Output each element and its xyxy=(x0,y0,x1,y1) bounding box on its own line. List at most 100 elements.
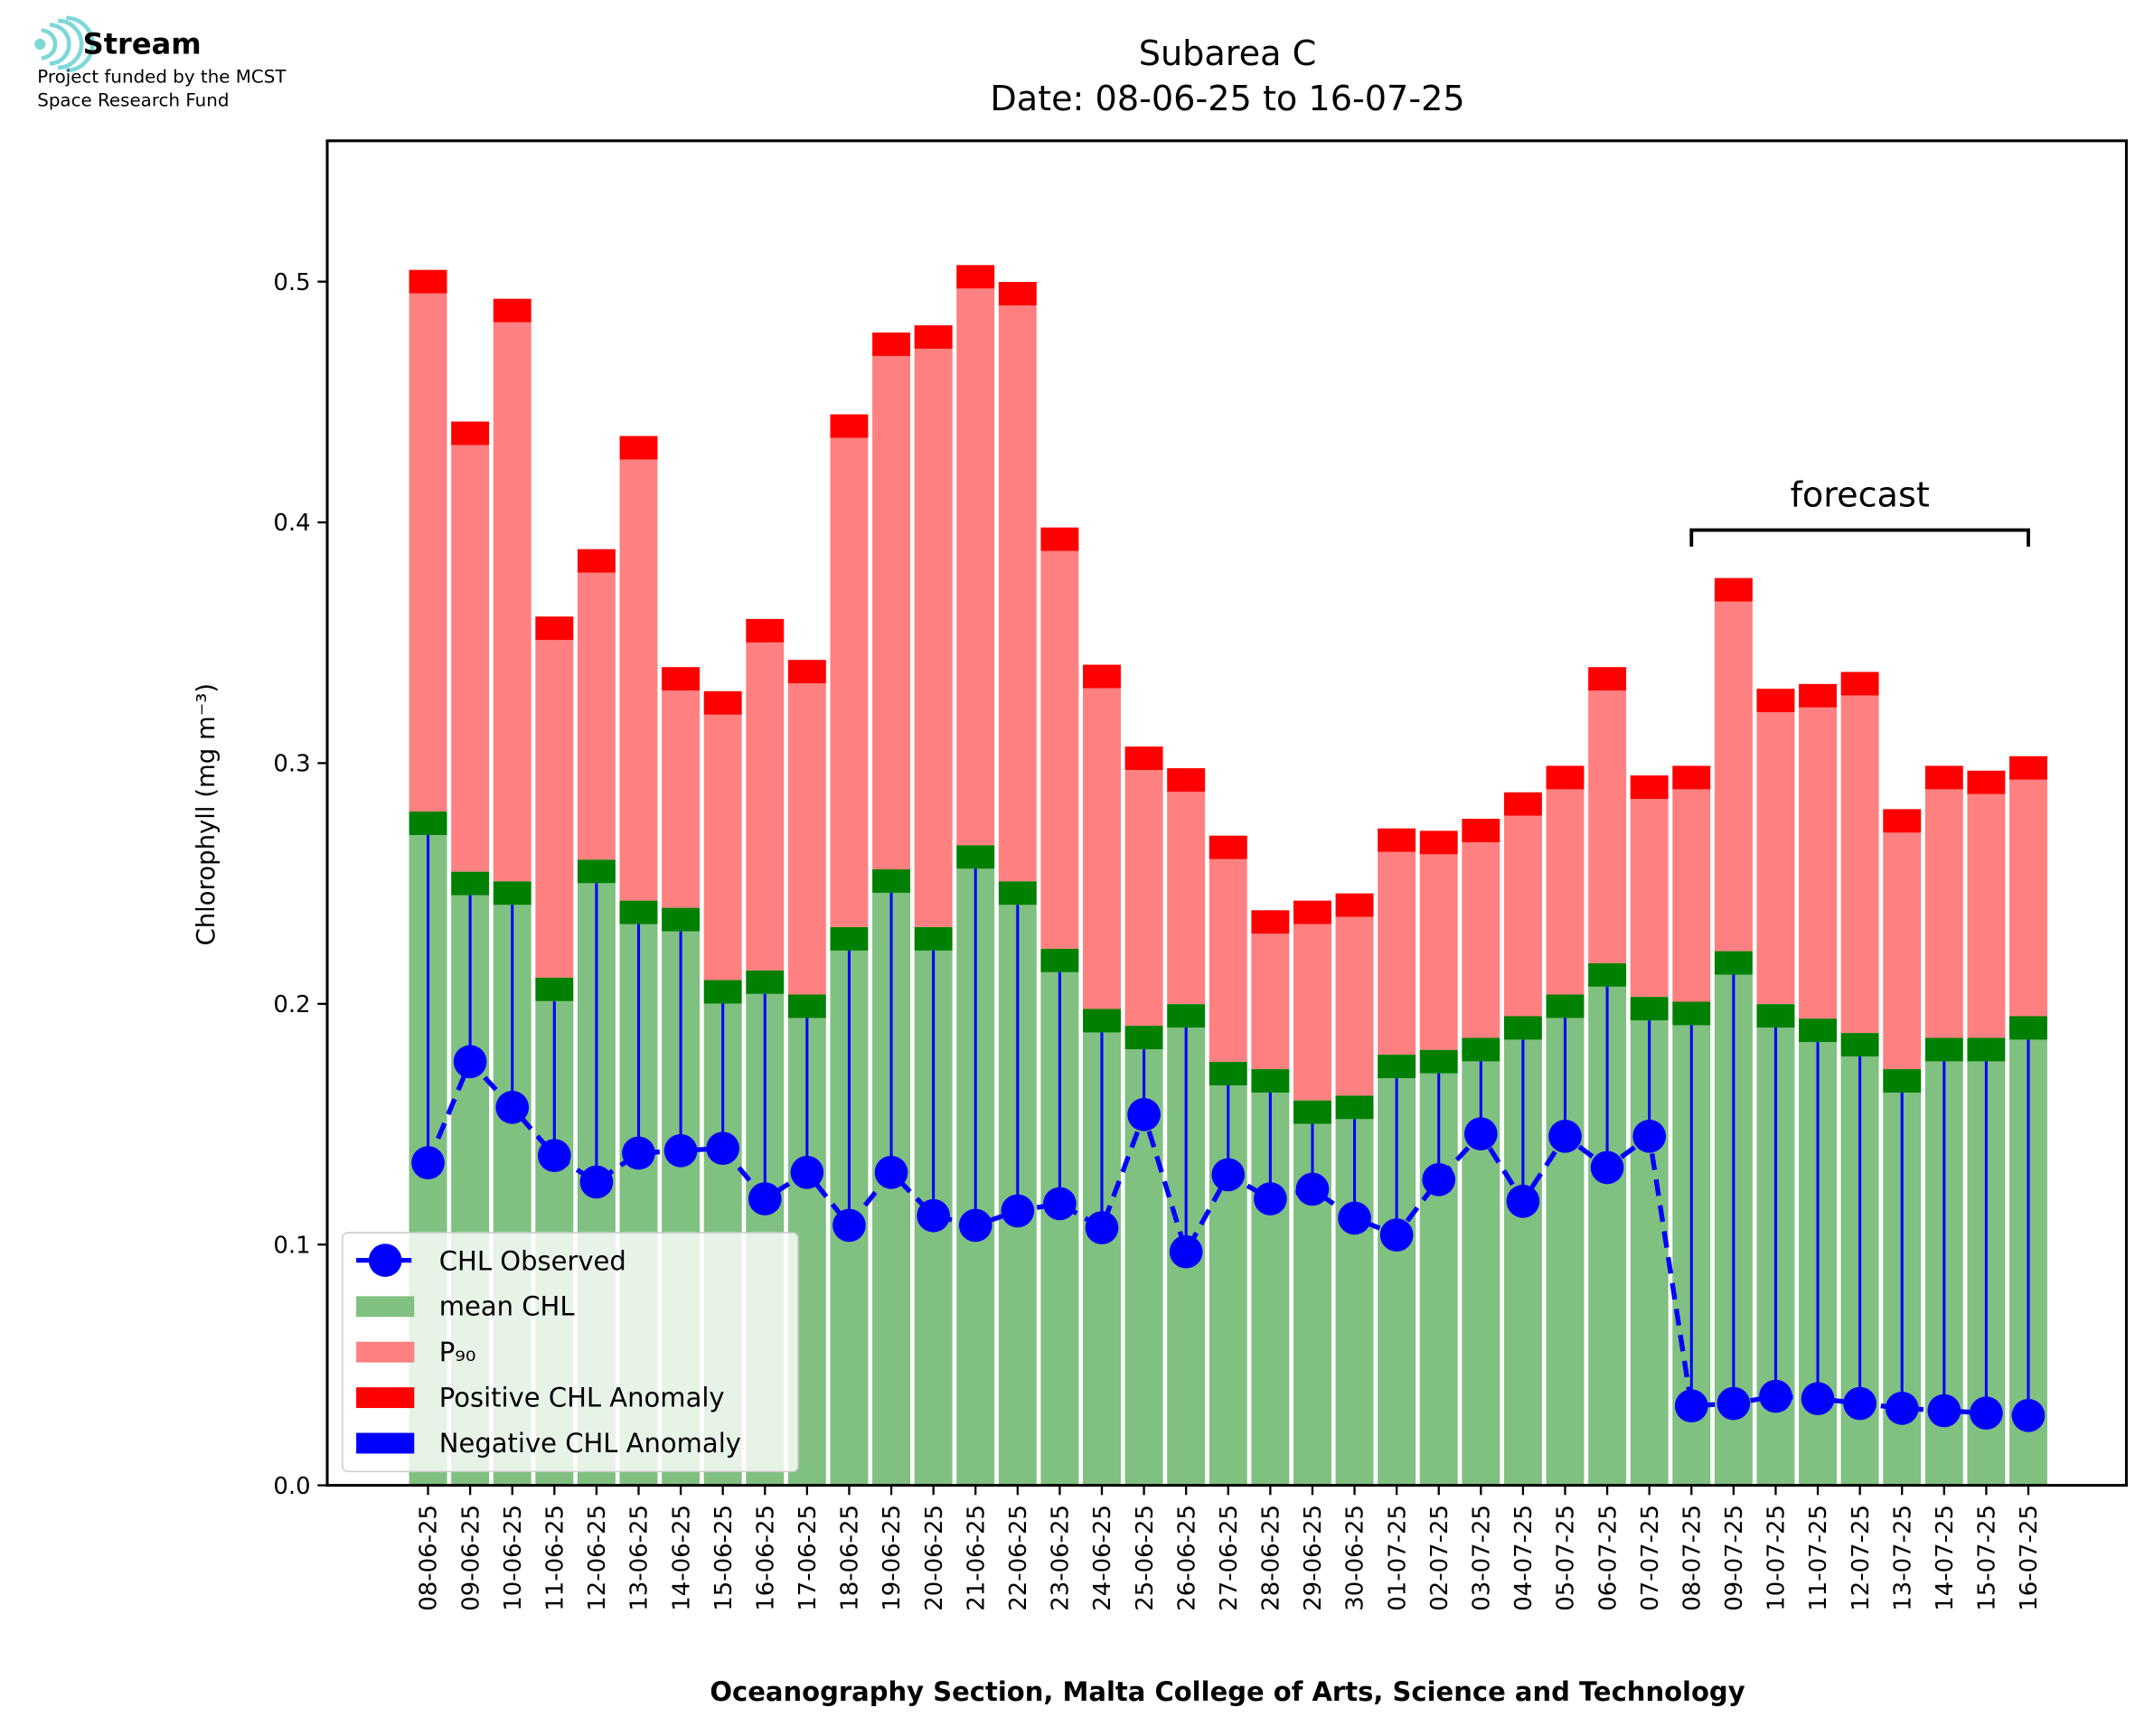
p90-band xyxy=(1503,792,1542,816)
legend-patch xyxy=(356,1296,415,1318)
mean-band xyxy=(535,977,574,1001)
observed-point xyxy=(1885,1392,1919,1425)
x-tick-label: 15-06-25 xyxy=(710,1505,738,1611)
p90-band xyxy=(1251,910,1290,934)
y-tick-label: 0.5 xyxy=(273,269,310,296)
p90-bar xyxy=(1546,789,1585,995)
observed-point xyxy=(1717,1386,1751,1421)
logo-name: Stream xyxy=(83,27,202,61)
mean-band xyxy=(703,980,742,1004)
mean-band xyxy=(787,994,826,1018)
p90-band xyxy=(2009,755,2047,780)
p90-band xyxy=(1462,819,1500,843)
p90-bar xyxy=(1799,707,1838,1019)
mean-band xyxy=(1335,1095,1374,1120)
p90-band xyxy=(1378,828,1416,852)
mean-band xyxy=(998,881,1037,906)
logo-line: Project funded by the MCST xyxy=(37,67,287,88)
mean-band xyxy=(1167,1004,1206,1028)
observed-point xyxy=(1927,1393,1961,1428)
legend-label: Positive CHL Anomaly xyxy=(439,1383,725,1413)
observed-point xyxy=(1506,1184,1540,1218)
p90-band xyxy=(1546,765,1585,790)
mean-band xyxy=(1293,1100,1331,1124)
p90-band xyxy=(1293,900,1331,924)
x-tick-label: 11-06-25 xyxy=(541,1505,569,1611)
x-tick-label: 05-07-25 xyxy=(1553,1505,1580,1611)
p90-bar xyxy=(662,690,701,908)
mean-band xyxy=(1883,1069,1922,1093)
observed-point xyxy=(832,1208,866,1243)
mean-band xyxy=(493,881,531,906)
p90-bar xyxy=(1419,854,1458,1050)
observed-point xyxy=(1295,1172,1330,1206)
p90-band xyxy=(1083,664,1121,689)
chart-title: Subarea C xyxy=(1139,34,1317,74)
observed-point xyxy=(1001,1194,1035,1228)
x-tick-label: 24-06-25 xyxy=(1089,1505,1116,1611)
x-tick-label: 25-06-25 xyxy=(1132,1505,1159,1611)
p90-bar xyxy=(577,572,616,860)
p90-bar xyxy=(956,288,995,846)
p90-band xyxy=(1419,830,1458,855)
mean-band xyxy=(830,926,869,951)
p90-band xyxy=(409,269,447,294)
legend-patch xyxy=(356,1432,415,1454)
mean-band xyxy=(1588,962,1627,987)
mean-band xyxy=(1672,1001,1711,1026)
x-tick-label: 21-06-25 xyxy=(963,1505,990,1611)
p90-band xyxy=(1799,683,1838,708)
mean-band xyxy=(451,871,490,896)
mean-band xyxy=(1040,948,1079,972)
x-axis-label: Oceanography Section, Malta College of A… xyxy=(710,1676,1745,1707)
x-tick-label: 17-06-25 xyxy=(795,1505,822,1611)
p90-bar xyxy=(1462,842,1500,1038)
mean-band xyxy=(1630,997,1669,1021)
mean-band xyxy=(1209,1062,1247,1086)
x-tick-label: 16-06-25 xyxy=(752,1505,779,1611)
x-tick-label: 20-06-25 xyxy=(921,1505,948,1611)
p90-band xyxy=(451,421,490,446)
y-tick-label: 0.0 xyxy=(273,1473,310,1500)
p90-band xyxy=(1714,577,1753,602)
p90-band xyxy=(998,281,1037,305)
p90-bar xyxy=(1756,712,1795,1005)
p90-bar xyxy=(451,445,490,872)
p90-band xyxy=(830,414,869,438)
legend-label: CHL Observed xyxy=(439,1245,626,1276)
legend-label: mean CHL xyxy=(439,1291,576,1322)
mean-band xyxy=(1124,1026,1163,1050)
y-tick-label: 0.4 xyxy=(273,510,310,537)
mean-band xyxy=(1967,1037,2006,1062)
x-tick-label: 14-06-25 xyxy=(668,1505,695,1611)
observed-point xyxy=(1254,1182,1287,1215)
observed-point xyxy=(917,1198,950,1233)
x-tick-label: 15-07-25 xyxy=(1974,1505,2001,1611)
p90-bar xyxy=(493,322,531,882)
p90-band xyxy=(493,298,531,323)
p90-band xyxy=(872,332,911,356)
observed-point xyxy=(1548,1120,1582,1153)
observed-point xyxy=(2011,1399,2046,1432)
mean-band xyxy=(1378,1055,1416,1079)
p90-bar xyxy=(1124,770,1163,1027)
mean-band xyxy=(577,859,616,884)
x-tick-label: 29-06-25 xyxy=(1300,1505,1327,1611)
observed-point xyxy=(1632,1120,1667,1153)
annotation-bracket xyxy=(1689,528,2030,547)
observed-point xyxy=(1759,1379,1792,1413)
observed-point xyxy=(790,1155,824,1189)
p90-bar xyxy=(914,348,953,927)
mean-band xyxy=(956,845,995,869)
p90-bar xyxy=(1503,815,1542,1017)
observed-point xyxy=(663,1133,698,1168)
p90-bar xyxy=(1924,789,1963,1038)
logo-line: Space Research Fund xyxy=(37,90,229,111)
p90-bar xyxy=(1209,859,1247,1063)
x-tick-label: 07-07-25 xyxy=(1637,1505,1664,1611)
p90-bar xyxy=(1040,550,1079,949)
p90-bar xyxy=(1083,688,1121,1009)
x-tick-label: 08-07-25 xyxy=(1679,1505,1706,1611)
